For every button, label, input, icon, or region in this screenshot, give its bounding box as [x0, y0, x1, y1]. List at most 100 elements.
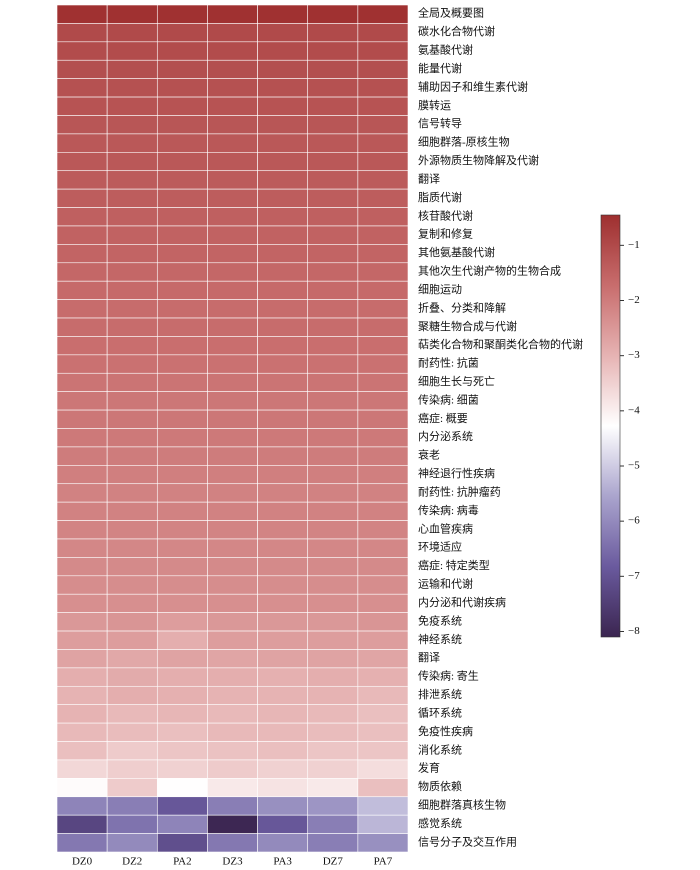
heatmap-cell [307, 244, 359, 264]
heatmap-cell [257, 59, 309, 79]
heatmap-cell [257, 317, 309, 337]
heatmap-cell [106, 538, 158, 558]
heatmap-cell [307, 317, 359, 337]
heatmap-cell [257, 685, 309, 705]
heatmap-cell [207, 207, 258, 227]
heatmap-cell [257, 704, 309, 724]
row-label: 免疫性疾病 [418, 724, 473, 738]
heatmap-cell [207, 814, 258, 834]
heatmap-cell [106, 78, 158, 98]
heatmap-cell [307, 133, 359, 153]
heatmap-cell [56, 814, 108, 834]
heatmap-cell [106, 391, 158, 411]
row-label: 其他次生代谢产物的生物合成 [418, 264, 561, 278]
row-label: 衰老 [418, 448, 440, 462]
heatmap-cell [257, 465, 309, 485]
heatmap-cell [207, 593, 258, 613]
row-label: 氨基酸代谢 [418, 43, 473, 57]
heatmap-cell [357, 612, 409, 632]
heatmap-cell [357, 280, 409, 300]
heatmap-cell [357, 667, 409, 687]
heatmap-cell [156, 538, 208, 558]
heatmap-cell [156, 299, 208, 319]
heatmap-cell [307, 538, 359, 558]
heatmap-cell [207, 465, 258, 485]
heatmap-cell [106, 262, 158, 282]
heatmap-cell [207, 722, 258, 742]
heatmap-cell [156, 317, 208, 337]
heatmap-cell [207, 372, 258, 392]
heatmap-cell [207, 262, 258, 282]
heatmap-cell [257, 778, 309, 798]
row-label: 免疫系统 [418, 613, 462, 627]
heatmap-cell [106, 207, 158, 227]
heatmap-cell [357, 299, 409, 319]
heatmap-cell [357, 317, 409, 337]
heatmap-cell [56, 225, 108, 245]
heatmap-cell [207, 299, 258, 319]
heatmap-cell [357, 41, 409, 61]
heatmap-cell [56, 152, 108, 172]
heatmap-cell [307, 649, 359, 669]
heatmap-cell [357, 778, 409, 798]
colorbar-tick-label: −1 [628, 239, 640, 251]
heatmap-cell [156, 814, 208, 834]
heatmap-cell [357, 391, 409, 411]
heatmap-cell [357, 759, 409, 779]
heatmap-cell [357, 814, 409, 834]
heatmap-cell [357, 722, 409, 742]
row-label: 复制和修复 [418, 227, 473, 241]
row-label: 聚糖生物合成与代谢 [418, 319, 517, 333]
heatmap-cell [307, 428, 359, 448]
row-label: 传染病: 病毒 [418, 503, 479, 517]
heatmap-cell [106, 520, 158, 540]
heatmap-cell [257, 814, 309, 834]
heatmap-cell [56, 483, 108, 503]
heatmap-cell [307, 722, 359, 742]
heatmap-cell [307, 833, 359, 853]
row-label: 内分泌系统 [418, 429, 473, 443]
heatmap-cell [156, 446, 208, 466]
heatmap-cell [156, 428, 208, 448]
heatmap-cell [207, 354, 258, 374]
heatmap-cell [156, 59, 208, 79]
heatmap-cell [156, 630, 208, 650]
heatmap-cell [307, 299, 359, 319]
heatmap-cell [257, 538, 309, 558]
row-label: 能量代谢 [418, 61, 462, 75]
row-label: 膜转运 [418, 98, 451, 112]
heatmap-cell [357, 833, 409, 853]
heatmap-cell [106, 41, 158, 61]
heatmap-cell [56, 722, 108, 742]
heatmap-cell [307, 409, 359, 429]
colorbar-tick-label: −6 [628, 515, 640, 527]
heatmap-cell [257, 593, 309, 613]
heatmap-cell [207, 501, 258, 521]
heatmap-cell [56, 704, 108, 724]
heatmap-cell [207, 630, 258, 650]
heatmap-cell [56, 41, 108, 61]
heatmap-cell [156, 225, 208, 245]
heatmap-cell [156, 759, 208, 779]
colorbar [600, 214, 621, 638]
heatmap-cell [56, 649, 108, 669]
column-label: PA3 [273, 856, 292, 868]
heatmap-cell [257, 630, 309, 650]
heatmap-cell [307, 759, 359, 779]
row-label: 信号转导 [418, 116, 462, 130]
heatmap-cell [257, 78, 309, 98]
heatmap-cell [156, 520, 208, 540]
heatmap-cell [106, 778, 158, 798]
heatmap-cell [106, 483, 158, 503]
heatmap-cell [56, 741, 108, 761]
heatmap-cell [257, 483, 309, 503]
row-label: 耐药性: 抗菌 [418, 356, 479, 370]
heatmap-cell [156, 833, 208, 853]
heatmap-cell [106, 833, 158, 853]
heatmap-cell [307, 483, 359, 503]
heatmap-cell [56, 133, 108, 153]
heatmap-cell [257, 115, 309, 135]
colorbar-tick-label: −2 [628, 294, 640, 306]
heatmap-cell [106, 23, 158, 43]
